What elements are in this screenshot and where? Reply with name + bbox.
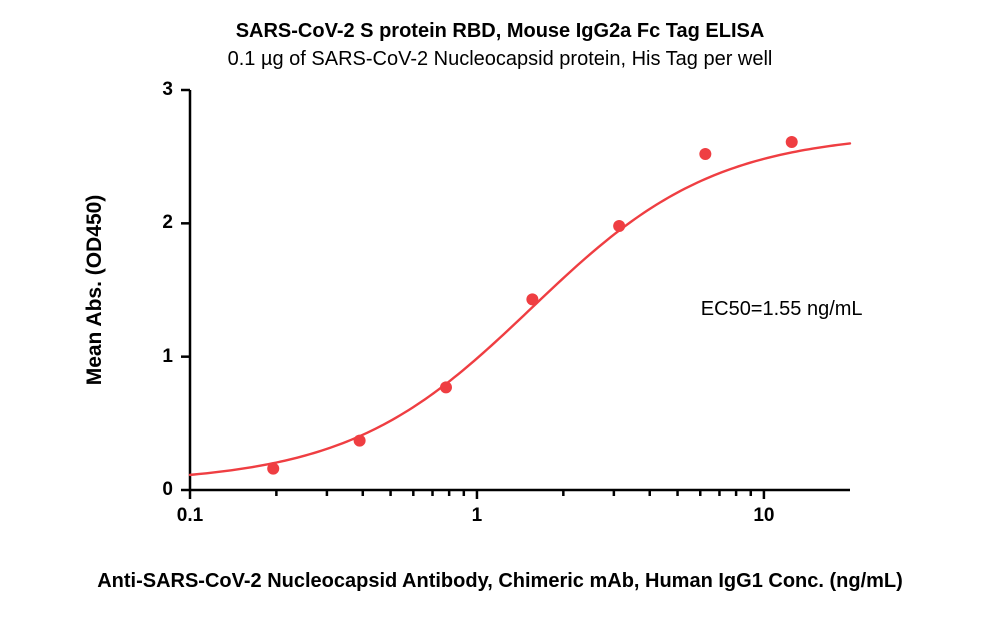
- data-point: [267, 463, 279, 475]
- plot-area: [190, 90, 850, 490]
- chart-container: SARS-CoV-2 S protein RBD, Mouse IgG2a Fc…: [0, 0, 1000, 634]
- y-axis-label: Mean Abs. (OD450): [83, 195, 107, 386]
- data-point: [354, 435, 366, 447]
- y-tick-label: 1: [133, 346, 173, 368]
- x-tick-label: 10: [753, 505, 774, 527]
- y-tick-label: 2: [133, 212, 173, 234]
- data-point: [526, 293, 538, 305]
- data-point: [699, 148, 711, 160]
- x-tick-label: 1: [472, 505, 483, 527]
- data-point: [786, 136, 798, 148]
- data-point: [440, 381, 452, 393]
- x-axis-label: Anti-SARS-CoV-2 Nucleocapsid Antibody, C…: [0, 570, 1000, 593]
- ec50-annotation: EC50=1.55 ng/mL: [701, 298, 863, 321]
- y-tick-label: 3: [133, 79, 173, 101]
- data-point: [613, 220, 625, 232]
- chart-title-line2: 0.1 µg of SARS-CoV-2 Nucleocapsid protei…: [0, 46, 1000, 72]
- chart-title-block: SARS-CoV-2 S protein RBD, Mouse IgG2a Fc…: [0, 18, 1000, 72]
- x-tick-label: 0.1: [177, 505, 203, 527]
- y-tick-label: 0: [133, 479, 173, 501]
- chart-title-line1: SARS-CoV-2 S protein RBD, Mouse IgG2a Fc…: [0, 18, 1000, 44]
- plot-svg: [190, 90, 850, 490]
